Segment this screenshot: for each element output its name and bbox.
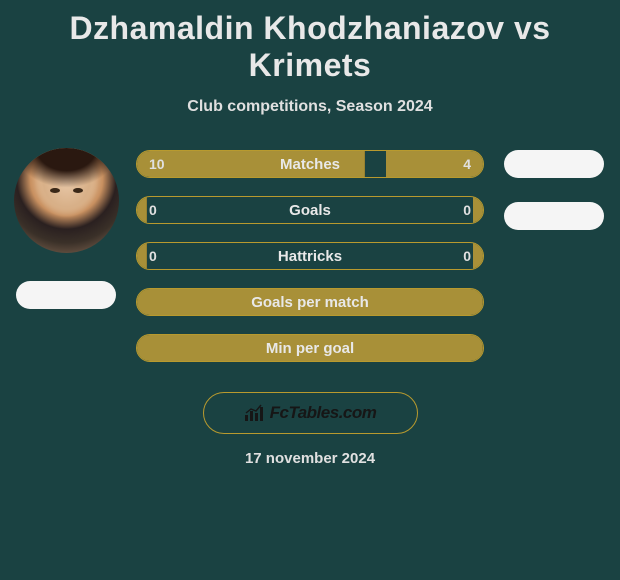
bar-fill-right <box>473 197 483 223</box>
player-left-column <box>6 150 126 309</box>
bar-fill-right <box>386 151 483 177</box>
main-row: Matches104 Goals00 Hattricks00 Goals per ma… <box>6 150 614 380</box>
subtitle: Club competitions, Season 2024 <box>6 98 614 116</box>
logo-text: FcTables.com <box>270 403 377 423</box>
player-left-avatar <box>14 148 119 253</box>
stat-bar: Min per goal <box>136 334 484 362</box>
stat-bar: Goals per match <box>136 288 484 316</box>
bar-fill-gap <box>147 243 472 269</box>
player-right-flag-1 <box>504 150 604 178</box>
bar-fill-full <box>137 289 483 315</box>
stat-bars: Matches104 Goals00 Hattricks00 Goals per ma… <box>126 150 494 380</box>
page-title: Dzhamaldin Khodzhaniazov vs Krimets <box>6 10 614 84</box>
stat-bar: Hattricks00 <box>136 242 484 270</box>
bar-fill-right <box>473 243 483 269</box>
bar-fill-full <box>137 335 483 361</box>
date-text: 17 november 2024 <box>6 450 614 467</box>
bar-fill-left <box>137 243 147 269</box>
bar-fill-left <box>137 197 147 223</box>
avatar-eye-left <box>50 188 60 193</box>
bar-fill-left <box>137 151 365 177</box>
player-left-flag <box>16 281 116 309</box>
stat-bar: Matches104 <box>136 150 484 178</box>
source-logo: FcTables.com <box>203 392 418 434</box>
player-right-column <box>494 150 614 230</box>
bar-fill-gap <box>365 151 386 177</box>
stat-bar: Goals00 <box>136 196 484 224</box>
avatar-eye-right <box>73 188 83 193</box>
avatar-face <box>42 176 91 223</box>
comparison-card: Dzhamaldin Khodzhaniazov vs Krimets Club… <box>0 0 620 580</box>
bar-fill-gap <box>147 197 472 223</box>
player-right-flag-2 <box>504 202 604 230</box>
chart-icon <box>244 404 266 422</box>
